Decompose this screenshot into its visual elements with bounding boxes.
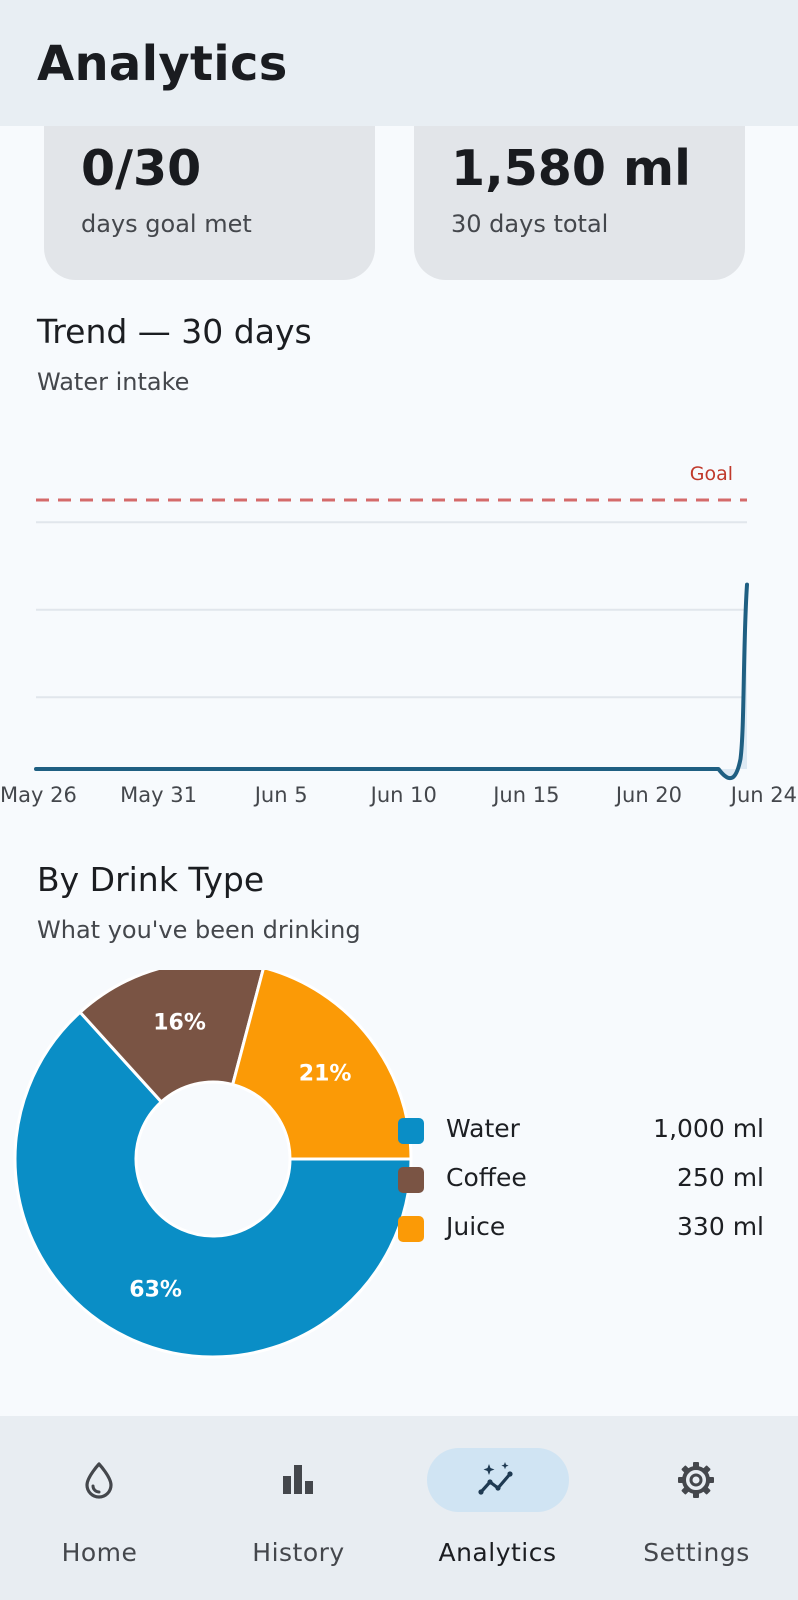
legend-swatch-juice <box>398 1216 424 1242</box>
trend-subtitle: Water intake <box>37 368 190 396</box>
legend-swatch-coffee <box>398 1167 424 1193</box>
page-title: Analytics <box>37 36 288 92</box>
x-tick-label: Jun 20 <box>614 783 682 807</box>
trend-title: Trend — 30 days <box>37 312 312 351</box>
x-tick-label: Jun 10 <box>369 783 437 807</box>
goal-met-value: 0/30 <box>81 140 202 197</box>
nav-label-home: Home <box>61 1538 138 1567</box>
series-line <box>34 582 749 781</box>
drink-type-legend: Water 1,000 ml Coffee 250 ml Juice 330 m… <box>398 1114 764 1261</box>
slice-label-water: 63% <box>129 1277 182 1302</box>
total-intake-label: 30 days total <box>451 210 609 238</box>
legend-name-coffee: Coffee <box>446 1163 527 1192</box>
nav-item-settings[interactable]: Settings <box>597 1416 796 1600</box>
nav-indicator-active <box>427 1448 569 1512</box>
legend-name-water: Water <box>446 1114 520 1143</box>
goal-met-label: days goal met <box>81 210 252 238</box>
nav-label-analytics: Analytics <box>438 1538 557 1567</box>
drink-type-title: By Drink Type <box>37 860 265 899</box>
nav-item-analytics[interactable]: Analytics <box>398 1416 597 1600</box>
legend-item-juice: Juice 330 ml <box>398 1212 764 1261</box>
trend-line-chart: Goal May 26 May 31 Jun 5 Jun 10 Jun 15 Jun 20 J… <box>0 463 797 807</box>
drink-type-subtitle: What you've been drinking <box>37 916 361 944</box>
nav-item-history[interactable]: History <box>199 1416 398 1600</box>
water-drop-icon <box>85 1462 113 1499</box>
gear-icon <box>678 1462 714 1498</box>
x-tick-label: Jun 15 <box>491 783 559 807</box>
slice-coffee <box>78 970 265 1105</box>
drink-type-donut-chart: 63% 16% 21% <box>13 970 413 1359</box>
total-intake-value: 1,580 ml <box>451 140 691 197</box>
app-bar: Analytics <box>0 0 798 126</box>
slice-water <box>13 1010 413 1359</box>
legend-item-water: Water 1,000 ml <box>398 1114 764 1163</box>
bottom-navigation: Home History Analytics <box>0 1416 798 1600</box>
bar-chart-icon <box>283 1465 313 1494</box>
x-tick-label: May 26 <box>0 783 77 807</box>
goal-label: Goal <box>690 463 733 485</box>
nav-label-settings: Settings <box>643 1538 750 1567</box>
total-intake-card: 1,580 ml 30 days total <box>414 126 745 280</box>
legend-value-juice: 330 ml <box>677 1212 764 1241</box>
slice-label-coffee: 16% <box>153 1011 206 1036</box>
legend-value-coffee: 250 ml <box>677 1163 764 1192</box>
slice-label-juice: 21% <box>299 1062 352 1087</box>
nav-item-home[interactable]: Home <box>0 1416 199 1600</box>
nav-label-history: History <box>252 1538 345 1567</box>
x-tick-label: May 31 <box>120 783 197 807</box>
x-tick-label: Jun 24 <box>729 783 797 807</box>
series-area <box>36 584 747 779</box>
legend-swatch-water <box>398 1118 424 1144</box>
analytics-sparkle-icon <box>478 1462 513 1495</box>
legend-item-coffee: Coffee 250 ml <box>398 1163 764 1212</box>
x-tick-label: Jun 5 <box>253 783 308 807</box>
legend-name-juice: Juice <box>446 1212 506 1241</box>
legend-value-water: 1,000 ml <box>653 1114 764 1143</box>
goal-met-card: 0/30 days goal met <box>44 126 375 280</box>
